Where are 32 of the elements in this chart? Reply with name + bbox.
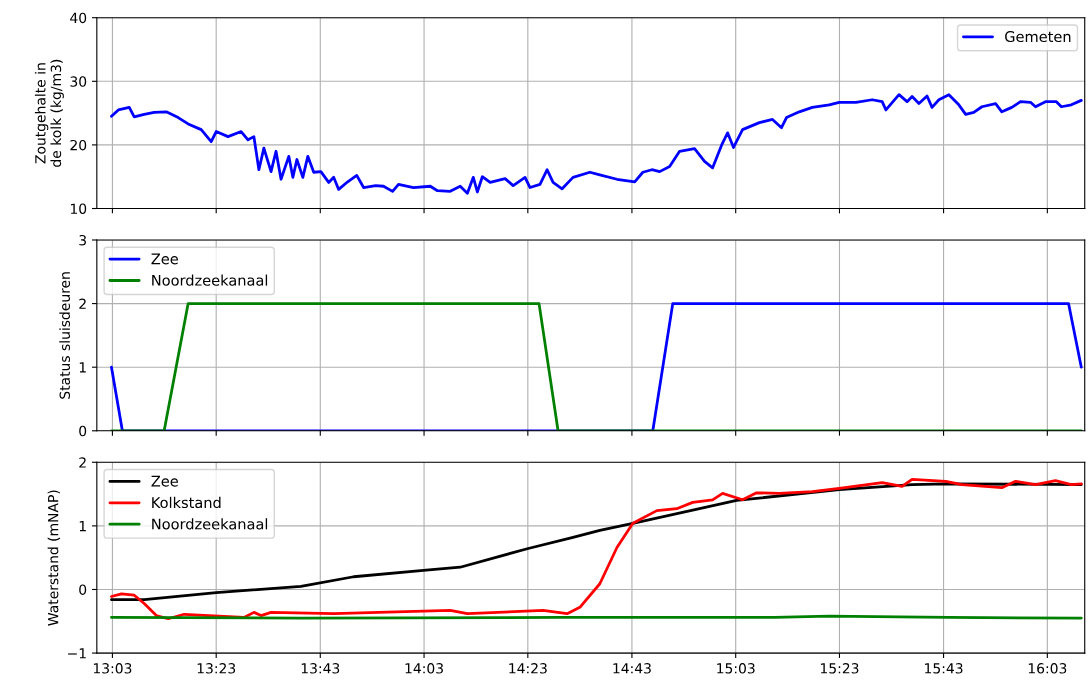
y-tick-label: 2 xyxy=(79,298,86,309)
y-axis-title: Zoutgehalte in de kolk (kg/m3) xyxy=(34,59,64,167)
y-tick-label: 10 xyxy=(70,203,87,214)
legend-label: Noordzeekanaal xyxy=(152,518,268,530)
x-tick-label: 14:23 xyxy=(509,663,547,674)
y-tick-label: 30 xyxy=(70,76,87,87)
legend-label: Noordzeekanaal xyxy=(152,274,268,286)
x-tick-label: 14:43 xyxy=(613,663,651,674)
y-tick-label: 1 xyxy=(79,362,86,373)
line-series xyxy=(110,93,1083,195)
x-tick-label: 13:23 xyxy=(197,663,236,674)
y-tick-label: 3 xyxy=(79,234,86,246)
y-tick-label: 0 xyxy=(79,425,87,437)
y-axis-title: Status sluisdeuren xyxy=(59,272,71,399)
x-tick-label: 14:03 xyxy=(405,663,443,674)
y-tick-label: 40 xyxy=(70,12,87,24)
x-tick-label: 13:43 xyxy=(301,663,340,674)
legend-label: Gemeten xyxy=(1005,31,1071,43)
y-tick-label: −1 xyxy=(68,648,86,659)
legend-label: Zee xyxy=(151,253,178,265)
y-tick-label: 2 xyxy=(79,457,86,468)
x-tick-label: 15:23 xyxy=(820,663,859,674)
legend-label: Zee xyxy=(151,475,178,487)
legend-label: Kolkstand xyxy=(152,496,221,509)
x-tick-label: 16:03 xyxy=(1028,663,1067,674)
x-tick-label: 13:03 xyxy=(93,663,132,674)
y-tick-label: 0 xyxy=(79,584,87,595)
y-tick-label: 20 xyxy=(70,139,87,151)
x-tick-label: 15:03 xyxy=(717,663,755,674)
y-axis-title: Waterstand (mNAP) xyxy=(47,490,61,626)
x-tick-label: 15:43 xyxy=(925,663,963,674)
y-tick-label: 1 xyxy=(79,521,86,532)
